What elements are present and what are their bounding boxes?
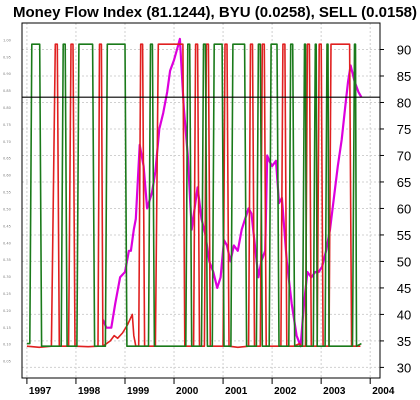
left-tick-label: 0.10 (3, 343, 11, 347)
right-tick-label: 30 (397, 360, 411, 375)
chart-title: Money Flow Index (81.1244), BYU (0.0258)… (13, 4, 417, 21)
right-tick-label: 70 (397, 148, 411, 163)
left-tick-label: 0.20 (3, 309, 11, 313)
right-tick-label: 45 (397, 281, 411, 296)
right-tick-label: 35 (397, 334, 411, 349)
left-tick-label: 0.15 (3, 326, 11, 330)
x-tick-label: 2004 (372, 386, 395, 397)
x-axis-ticks: 1997 1998 1999 2000 2001 2002 2003 2004 (26, 378, 395, 397)
x-tick-label: 1999 (127, 386, 150, 397)
right-tick-label: 65 (397, 175, 411, 190)
right-tick-label: 40 (397, 307, 411, 322)
left-tick-label: 0.35 (3, 258, 11, 262)
x-tick-label: 2000 (176, 386, 199, 397)
left-tick-label: 0.30 (3, 275, 11, 279)
left-tick-label: 1.00 (3, 38, 11, 42)
right-tick-label: 55 (397, 228, 411, 243)
x-tick-label: 2003 (323, 386, 346, 397)
right-tick-label: 85 (397, 69, 411, 84)
right-tick-label: 75 (397, 122, 411, 137)
left-tick-label: 0.05 (3, 360, 11, 364)
left-tick-label: 0.45 (3, 224, 11, 228)
left-tick-label: 0.55 (3, 191, 11, 195)
left-tick-label: 0.70 (3, 140, 11, 144)
left-tick-label: 0.80 (3, 106, 11, 110)
left-tick-label: 0.90 (3, 72, 11, 76)
left-axis-ticks: 0.05 0.10 0.15 0.20 0.25 0.30 0.35 0.40 0.45 0.50… (3, 38, 11, 363)
series-group (26, 37, 363, 349)
x-tick-label: 1998 (78, 386, 101, 397)
left-tick-label: 0.25 (3, 292, 11, 296)
left-tick-label: 0.50 (3, 207, 11, 211)
x-tick-label: 1997 (29, 386, 52, 397)
left-tick-label: 0.40 (3, 241, 11, 245)
series-line-0 (101, 37, 363, 348)
left-tick-label: 0.60 (3, 174, 11, 178)
x-tick-label: 2001 (225, 386, 248, 397)
right-tick-label: 90 (397, 42, 411, 57)
left-tick-label: 0.85 (3, 89, 11, 93)
left-tick-label: 0.95 (3, 55, 11, 59)
left-tick-label: 0.75 (3, 123, 11, 127)
right-axis-ticks: 30 35 40 45 50 55 60 65 70 75 80 85 90 (380, 42, 411, 375)
series-line-1 (26, 43, 361, 349)
series-line-2 (26, 43, 362, 348)
plot-frame (21, 22, 381, 379)
right-tick-label: 50 (397, 254, 411, 269)
right-tick-label: 60 (397, 201, 411, 216)
right-tick-label: 80 (397, 95, 411, 110)
left-tick-label: 0.65 (3, 157, 11, 161)
x-tick-label: 2002 (274, 386, 297, 397)
